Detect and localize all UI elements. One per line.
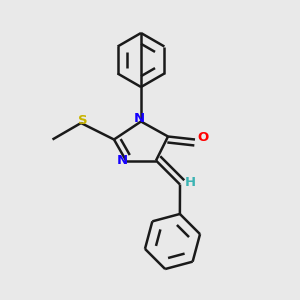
Text: N: N: [117, 154, 128, 167]
Text: N: N: [134, 112, 145, 125]
Text: O: O: [197, 130, 208, 144]
Text: S: S: [78, 113, 87, 127]
Text: H: H: [185, 176, 196, 189]
